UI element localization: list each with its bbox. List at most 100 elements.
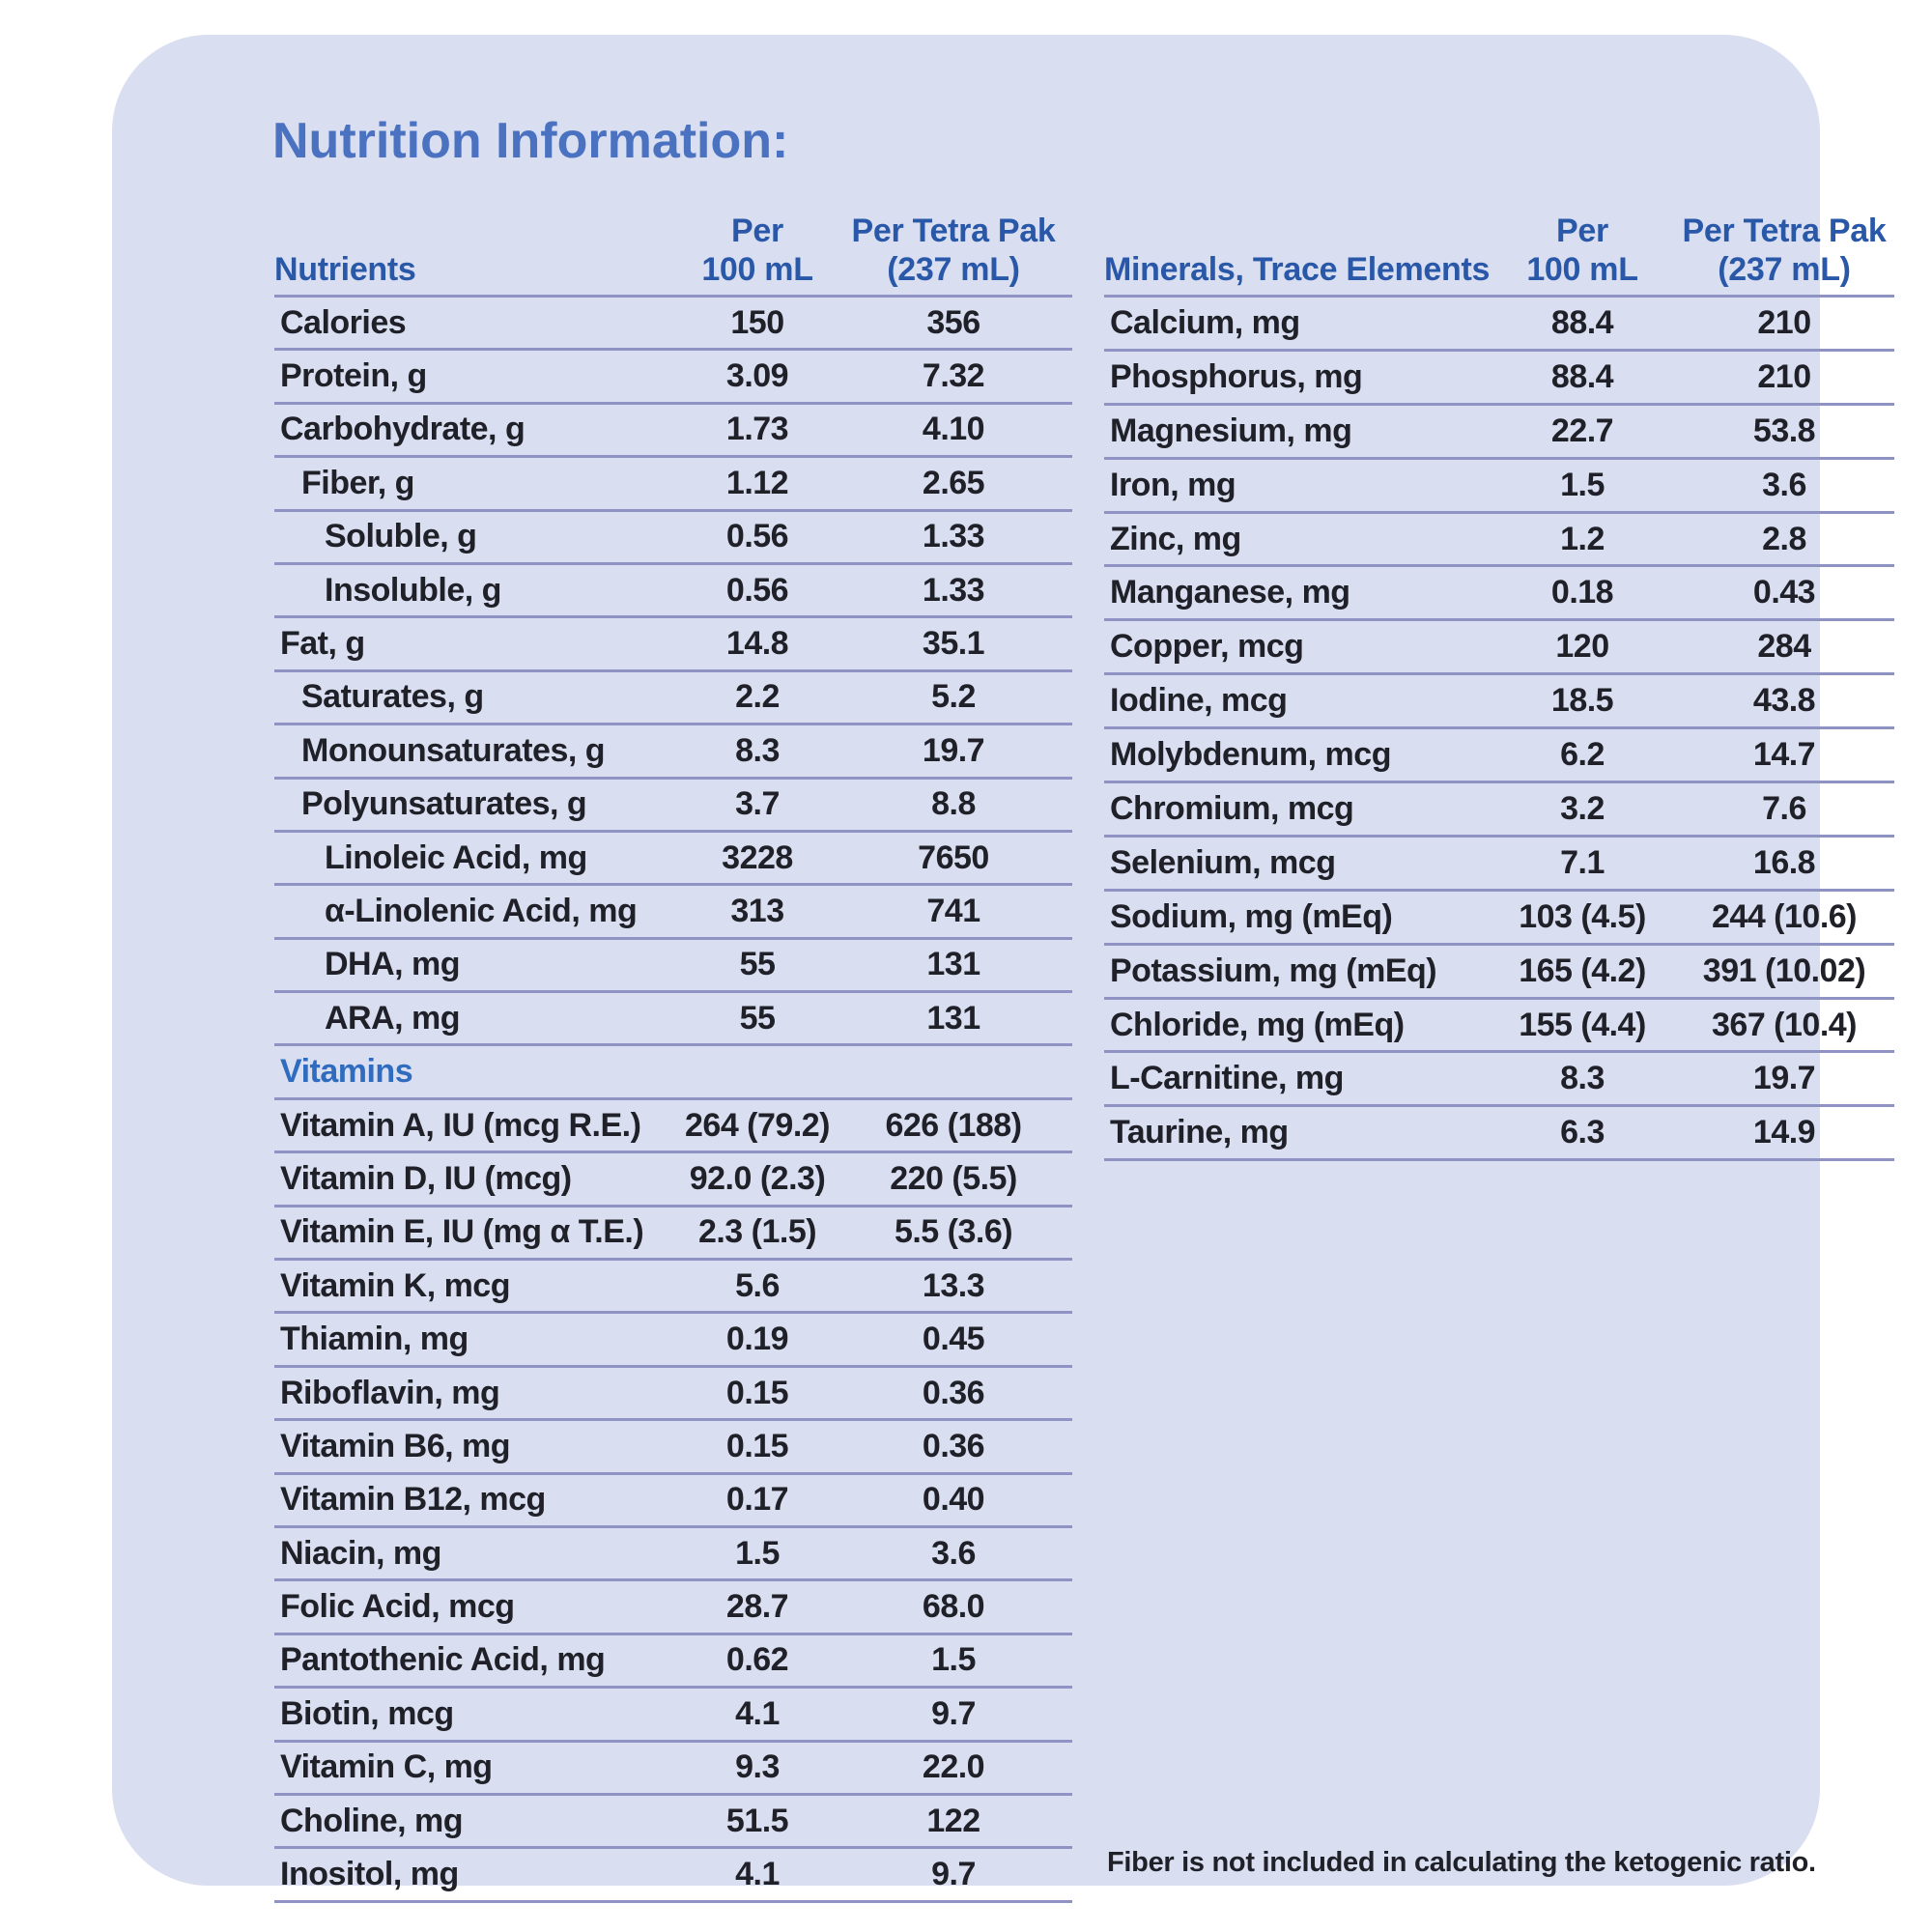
section-header-label: Vitamins bbox=[280, 1053, 413, 1091]
row-label: α-Linolenic Acid, mg bbox=[325, 892, 638, 929]
row-label: Molybdenum, mcg bbox=[1110, 736, 1391, 774]
row-label: Saturates, g bbox=[301, 678, 484, 716]
value-per-tetra-pak: 391 (10.02) bbox=[1702, 952, 1866, 989]
table-row: Fiber, g 1.12 2.65 bbox=[274, 458, 1072, 512]
value-per-100ml: 0.56 bbox=[725, 518, 789, 555]
value-per-tetra-pak: 284 bbox=[1757, 628, 1811, 666]
row-label: Vitamin B12, mcg bbox=[280, 1481, 546, 1519]
row-label: Fat, g bbox=[280, 625, 365, 663]
value-per-100ml: 4.1 bbox=[735, 1694, 780, 1732]
footnote: Fiber is not included in calculating the… bbox=[1107, 1847, 1816, 1878]
column-header-minerals-trace-elements: Minerals, Trace Elements bbox=[1104, 251, 1491, 288]
table-row: Vitamin C, mg 9.3 22.0 bbox=[274, 1743, 1072, 1796]
value-per-tetra-pak: 0.43 bbox=[1752, 574, 1816, 611]
table-row: Carbohydrate, g 1.73 4.10 bbox=[274, 405, 1072, 459]
value-per-100ml: 18.5 bbox=[1550, 682, 1614, 720]
table-row: Phosphorus, mg 88.4 210 bbox=[1104, 352, 1894, 406]
value-per-100ml: 3.7 bbox=[735, 785, 780, 823]
value-per-100ml: 2.2 bbox=[735, 678, 780, 716]
row-label: Monounsaturates, g bbox=[301, 731, 606, 769]
value-per-tetra-pak: 43.8 bbox=[1752, 682, 1816, 720]
value-per-100ml: 155 (4.4) bbox=[1519, 1006, 1646, 1043]
row-label: Vitamin A, IU (mcg R.E.) bbox=[280, 1106, 641, 1144]
table-row: ARA, mg 55 131 bbox=[274, 993, 1072, 1047]
row-label: Vitamin C, mg bbox=[280, 1748, 493, 1786]
value-per-tetra-pak: 0.36 bbox=[922, 1374, 985, 1411]
value-per-tetra-pak: 53.8 bbox=[1752, 412, 1816, 449]
value-per-tetra-pak: 0.40 bbox=[922, 1481, 985, 1519]
value-per-100ml: 2.3 (1.5) bbox=[697, 1213, 817, 1251]
row-label: Protein, g bbox=[280, 357, 427, 395]
value-per-tetra-pak: 68.0 bbox=[922, 1588, 985, 1626]
table-row: Folic Acid, mcg 28.7 68.0 bbox=[274, 1581, 1072, 1635]
table-row: Pantothenic Acid, mg 0.62 1.5 bbox=[274, 1635, 1072, 1690]
row-label: Magnesium, mg bbox=[1110, 412, 1352, 449]
table-row: Saturates, g 2.2 5.2 bbox=[274, 672, 1072, 726]
value-per-tetra-pak: 4.10 bbox=[922, 411, 985, 448]
table-row: Thiamin, mg 0.19 0.45 bbox=[274, 1314, 1072, 1368]
value-per-100ml: 6.3 bbox=[1560, 1114, 1605, 1151]
value-per-100ml: 0.15 bbox=[725, 1427, 789, 1464]
value-per-tetra-pak: 7.32 bbox=[922, 357, 985, 395]
value-per-tetra-pak: 2.8 bbox=[1762, 520, 1806, 557]
value-per-tetra-pak: 0.36 bbox=[922, 1427, 985, 1464]
table-row: Vitamin K, mcg 5.6 13.3 bbox=[274, 1261, 1072, 1315]
value-per-tetra-pak: 1.33 bbox=[922, 571, 985, 609]
row-label: Sodium, mg (mEq) bbox=[1110, 897, 1393, 935]
value-per-tetra-pak: 5.5 (3.6) bbox=[894, 1213, 1013, 1251]
column-header-per-100ml: Per 100 mL bbox=[1491, 212, 1674, 289]
row-label: Folic Acid, mcg bbox=[280, 1588, 515, 1626]
column-header-per-100ml: Per 100 mL bbox=[680, 212, 835, 289]
table-row: Vitamin A, IU (mcg R.E.) 264 (79.2) 626 (1… bbox=[274, 1100, 1072, 1154]
row-label: Riboflavin, mg bbox=[280, 1374, 500, 1411]
value-per-100ml: 0.62 bbox=[725, 1641, 789, 1679]
table-row: Riboflavin, mg 0.15 0.36 bbox=[274, 1368, 1072, 1422]
table-row: Manganese, mg 0.18 0.43 bbox=[1104, 567, 1894, 622]
row-label: Polyunsaturates, g bbox=[301, 785, 587, 823]
value-per-100ml: 9.3 bbox=[735, 1748, 780, 1786]
row-label: Calcium, mg bbox=[1110, 303, 1300, 341]
value-per-tetra-pak: 741 bbox=[926, 892, 980, 929]
table-row: Insoluble, g 0.56 1.33 bbox=[274, 565, 1072, 619]
value-per-tetra-pak: 367 (10.4) bbox=[1712, 1006, 1858, 1043]
table-row: Linoleic Acid, mg 3228 7650 bbox=[274, 833, 1072, 887]
value-per-100ml: 103 (4.5) bbox=[1519, 897, 1646, 935]
row-label: Chloride, mg (mEq) bbox=[1110, 1006, 1405, 1043]
row-label: Potassium, mg (mEq) bbox=[1110, 952, 1437, 989]
value-per-100ml: 55 bbox=[739, 946, 776, 983]
value-per-100ml: 264 (79.2) bbox=[685, 1106, 831, 1144]
page-title: Nutrition Information: bbox=[272, 113, 789, 169]
value-per-100ml: 313 bbox=[730, 892, 784, 929]
value-per-100ml: 0.19 bbox=[725, 1321, 789, 1358]
row-label: Iodine, mcg bbox=[1110, 682, 1288, 720]
value-per-100ml: 3228 bbox=[722, 838, 793, 876]
row-label: Soluble, g bbox=[325, 518, 477, 555]
table-row: Magnesium, mg 22.7 53.8 bbox=[1104, 406, 1894, 460]
value-per-100ml: 1.5 bbox=[735, 1534, 780, 1572]
row-label: Selenium, mcg bbox=[1110, 843, 1336, 881]
table-row: Iodine, mcg 18.5 43.8 bbox=[1104, 675, 1894, 730]
column-header-per-100ml-line2: 100 mL bbox=[701, 251, 813, 288]
table-row: Chloride, mg (mEq) 155 (4.4) 367 (10.4) bbox=[1104, 1000, 1894, 1054]
row-label: Taurine, mg bbox=[1110, 1114, 1289, 1151]
table-row: Vitamin B6, mg 0.15 0.36 bbox=[274, 1421, 1072, 1475]
value-per-tetra-pak: 0.45 bbox=[922, 1321, 985, 1358]
column-header-per-100ml-line1: Per bbox=[1556, 213, 1608, 249]
value-per-tetra-pak: 210 bbox=[1757, 303, 1811, 341]
value-per-100ml: 1.5 bbox=[1560, 466, 1605, 503]
nutrition-card: Nutrition Information: Nutrients Per 100… bbox=[112, 35, 1894, 1903]
value-per-100ml: 22.7 bbox=[1550, 412, 1614, 449]
value-per-100ml: 88.4 bbox=[1550, 303, 1614, 341]
value-per-100ml: 0.15 bbox=[725, 1374, 789, 1411]
value-per-tetra-pak: 8.8 bbox=[931, 785, 976, 823]
table-row: Protein, g 3.09 7.32 bbox=[274, 351, 1072, 405]
minerals-table-body: Calcium, mg 88.4 210 Phosphorus, mg 88.4 210 M… bbox=[1104, 298, 1894, 1162]
value-per-100ml: 1.2 bbox=[1560, 520, 1605, 557]
column-header-per-tetra-pak-line2: (237 mL) bbox=[1718, 251, 1851, 288]
row-label: Choline, mg bbox=[280, 1802, 464, 1839]
nutrients-table-header: Nutrients Per 100 mL Per Tetra Pak (237 … bbox=[274, 189, 1072, 298]
table-row: Fat, g 14.8 35.1 bbox=[274, 618, 1072, 672]
row-label: Copper, mcg bbox=[1110, 628, 1304, 666]
row-label: Thiamin, mg bbox=[280, 1321, 469, 1358]
